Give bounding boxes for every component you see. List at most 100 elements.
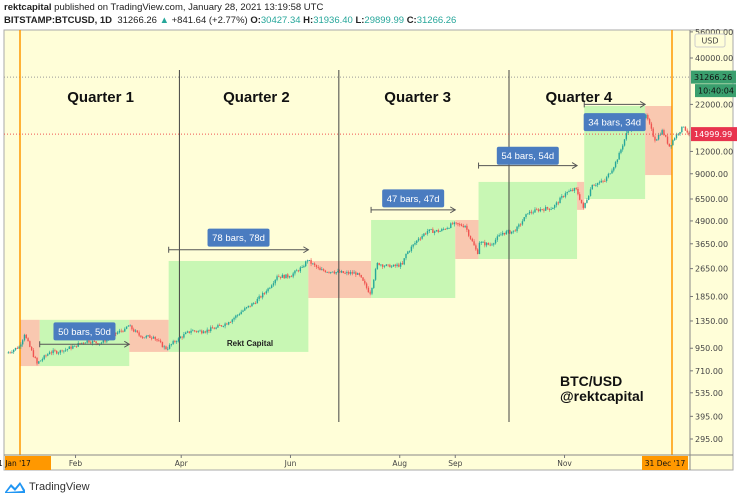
measure-badge[interactable] bbox=[207, 228, 270, 247]
candle-up bbox=[623, 139, 626, 146]
candle-up bbox=[507, 230, 509, 232]
candle-up bbox=[659, 134, 662, 136]
candle-down bbox=[322, 269, 325, 271]
candle-up bbox=[100, 342, 103, 344]
red-range-box[interactable] bbox=[455, 219, 479, 260]
measure-badge[interactable] bbox=[53, 322, 116, 341]
candle-up bbox=[199, 330, 201, 332]
candle-down bbox=[181, 336, 183, 338]
measure-badge[interactable] bbox=[496, 146, 559, 165]
red-range-box[interactable] bbox=[308, 260, 372, 299]
candle-down bbox=[571, 190, 574, 191]
candle-down bbox=[141, 336, 144, 338]
candle-down bbox=[579, 194, 581, 200]
price-tick-label: 950.00 bbox=[695, 344, 723, 353]
candle-down bbox=[602, 180, 604, 182]
candle-up bbox=[41, 359, 44, 361]
candle-up bbox=[408, 251, 411, 252]
candle-down bbox=[287, 274, 289, 278]
candle-up bbox=[682, 126, 685, 128]
candle-up bbox=[192, 330, 194, 332]
candle-up bbox=[240, 311, 242, 315]
price-tick-label: 3650.00 bbox=[695, 240, 728, 249]
candle-up bbox=[38, 361, 40, 364]
candle-up bbox=[657, 134, 660, 140]
candle-down bbox=[131, 325, 133, 330]
tradingview-logo[interactable]: TradingView bbox=[4, 480, 90, 494]
candle-down bbox=[16, 347, 19, 349]
measure-badge[interactable] bbox=[583, 113, 646, 132]
candle-up bbox=[374, 269, 377, 280]
candle-up bbox=[167, 348, 169, 350]
red-range-box[interactable] bbox=[577, 181, 585, 210]
candle-down bbox=[283, 274, 285, 279]
price-tick-label: 295.00 bbox=[695, 435, 723, 444]
candle-up bbox=[170, 344, 173, 345]
candle-up bbox=[143, 337, 146, 339]
candle-down bbox=[161, 342, 164, 348]
candle-up bbox=[84, 342, 87, 344]
current-price-badge bbox=[691, 70, 736, 84]
candle-up bbox=[91, 340, 94, 344]
candle-down bbox=[459, 224, 461, 226]
candle-down bbox=[165, 346, 167, 350]
candle-down bbox=[457, 223, 459, 225]
measure-badge[interactable] bbox=[382, 189, 445, 208]
candle-up bbox=[428, 229, 430, 232]
candle-down bbox=[378, 262, 380, 266]
candle-down bbox=[365, 283, 368, 288]
candle-up bbox=[494, 239, 497, 244]
candle-up bbox=[589, 189, 592, 196]
candle-down bbox=[466, 225, 468, 230]
candle-up bbox=[555, 202, 558, 206]
candle-down bbox=[668, 143, 671, 147]
candle-up bbox=[274, 279, 276, 284]
candle-down bbox=[201, 330, 203, 334]
candle-down bbox=[104, 339, 106, 342]
candle-up bbox=[586, 199, 588, 203]
currency-button[interactable] bbox=[694, 33, 726, 48]
candle-down bbox=[61, 350, 63, 352]
candle-down bbox=[297, 270, 300, 272]
candle-up bbox=[183, 334, 185, 338]
current-price-label: 31266.26 bbox=[694, 73, 732, 82]
green-range-box[interactable] bbox=[168, 260, 309, 352]
candle-up bbox=[568, 191, 570, 193]
candle-up bbox=[591, 184, 593, 190]
candle-down bbox=[419, 238, 422, 240]
author-name[interactable]: rektcapital bbox=[4, 2, 52, 13]
candle-up bbox=[331, 271, 334, 273]
candle-down bbox=[211, 327, 214, 329]
candle-down bbox=[204, 331, 207, 333]
candle-down bbox=[319, 267, 321, 271]
measure-badge-label: 50 bars, 50d bbox=[58, 327, 111, 338]
candle-down bbox=[150, 337, 153, 339]
candle-down bbox=[455, 222, 457, 224]
candle-down bbox=[451, 223, 454, 225]
candle-down bbox=[133, 329, 135, 332]
candle-down bbox=[279, 276, 282, 278]
candle-down bbox=[45, 355, 47, 357]
candle-up bbox=[491, 244, 493, 246]
candle-up bbox=[464, 225, 466, 228]
candle-down bbox=[557, 202, 559, 204]
candle-up bbox=[371, 287, 373, 294]
green-range-box[interactable] bbox=[371, 219, 456, 299]
price-tick-label: 710.00 bbox=[695, 367, 723, 376]
candle-up bbox=[442, 228, 445, 230]
candle-down bbox=[543, 209, 545, 211]
candle-down bbox=[88, 340, 90, 343]
candle-down bbox=[562, 196, 565, 197]
candle-down bbox=[50, 352, 53, 354]
green-range-box[interactable] bbox=[478, 181, 578, 260]
price-tick-label: 40000.00 bbox=[695, 54, 733, 63]
candle-up bbox=[335, 272, 337, 274]
candle-down bbox=[315, 265, 318, 268]
candle-down bbox=[333, 271, 336, 274]
candle-up bbox=[233, 317, 235, 320]
candle-up bbox=[545, 207, 547, 211]
candle-down bbox=[34, 356, 36, 358]
price-chart[interactable]: 50 bars, 50d 78 bars, 78d 47 bars, 47d 54 b… bbox=[0, 0, 737, 478]
candle-up bbox=[206, 329, 208, 333]
candle-up bbox=[39, 360, 42, 362]
